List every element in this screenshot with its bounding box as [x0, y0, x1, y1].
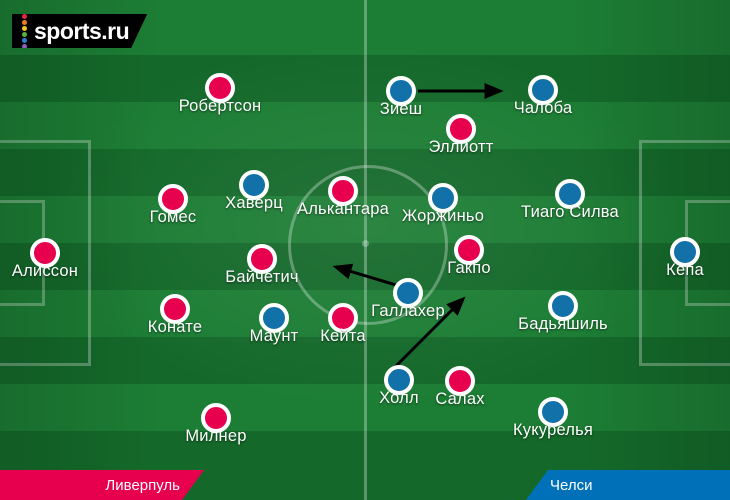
player-token[interactable]: Эллиотт	[428, 114, 493, 156]
logo-dot	[22, 32, 27, 37]
logo-dot	[22, 26, 27, 31]
player-token[interactable]: Кейта	[320, 303, 366, 345]
player-dot-home	[158, 184, 188, 214]
player-name: Хаверц	[225, 194, 283, 212]
player-token[interactable]: Гакпо	[447, 235, 491, 277]
player-token[interactable]: Конате	[148, 294, 202, 336]
player-dot-home	[446, 114, 476, 144]
pitch-stripe	[0, 384, 730, 431]
player-dot-home	[201, 403, 231, 433]
player-dot-away	[393, 278, 423, 308]
center-spot	[362, 240, 369, 247]
player-name: Гакпо	[447, 259, 491, 277]
logo-dot	[22, 38, 27, 43]
player-dot-home	[454, 235, 484, 265]
pitch-stripe	[0, 102, 730, 149]
player-token[interactable]: Салах	[435, 366, 484, 408]
player-token[interactable]: Холл	[379, 365, 419, 407]
player-dot-away	[259, 303, 289, 333]
home-team-banner: Ливерпуль	[0, 470, 204, 500]
player-token[interactable]: Хаверц	[225, 170, 283, 212]
player-dot-away	[528, 75, 558, 105]
player-token[interactable]: Робертсон	[179, 73, 261, 115]
player-name: Алькантара	[296, 200, 390, 218]
player-name: Чалоба	[513, 99, 573, 117]
player-name: Алиссон	[11, 262, 79, 280]
player-name: Кейта	[320, 327, 366, 345]
player-name: Эллиотт	[428, 138, 494, 156]
player-name: Салах	[435, 390, 485, 408]
player-dot-home	[205, 73, 235, 103]
player-name: Гомес	[149, 208, 197, 226]
player-token[interactable]: Милнер	[185, 403, 246, 445]
logo-dot	[22, 14, 27, 19]
player-name: Зиеш	[379, 100, 423, 118]
logo-wordmark: sports.ru	[34, 17, 130, 44]
player-dot-away	[538, 397, 568, 427]
player-name: Бадьяшиль	[518, 315, 608, 333]
player-token[interactable]: Маунт	[250, 303, 298, 345]
player-name: Жоржиньо	[401, 207, 485, 225]
player-dot-away	[670, 237, 700, 267]
player-dot-away	[548, 291, 578, 321]
player-dot-away	[239, 170, 269, 200]
player-token[interactable]: Бадьяшиль	[518, 291, 608, 333]
player-dot-home	[247, 244, 277, 274]
player-token[interactable]: Тиаго Силва	[521, 179, 619, 221]
player-dot-home	[30, 238, 60, 268]
player-name: Конате	[147, 318, 203, 336]
player-token[interactable]: Байчетич	[225, 244, 299, 286]
logo-dots	[22, 14, 27, 49]
player-name: Холл	[379, 389, 419, 407]
player-dot-home	[445, 366, 475, 396]
pitch-stripe	[0, 55, 730, 102]
player-dot-home	[328, 303, 358, 333]
player-name: Тиаго Силва	[521, 203, 619, 221]
player-dot-home	[160, 294, 190, 324]
player-token[interactable]: Алькантара	[297, 176, 389, 218]
sports-ru-logo[interactable]: sports.ru	[12, 14, 147, 48]
penalty-box-left	[0, 140, 91, 366]
player-name: Галлахер	[371, 302, 445, 320]
player-token[interactable]: Жоржиньо	[402, 183, 484, 225]
player-token[interactable]: Зиеш	[380, 76, 422, 118]
player-token[interactable]: Гомес	[150, 184, 196, 226]
logo-dot	[22, 20, 27, 25]
penalty-box-right	[639, 140, 730, 366]
player-token[interactable]: Кепа	[666, 237, 704, 279]
player-name: Маунт	[249, 327, 299, 345]
away-team-banner: Челси	[526, 470, 730, 500]
player-token[interactable]: Кукурелья	[513, 397, 593, 439]
center-circle	[288, 165, 448, 325]
player-name: Милнер	[185, 427, 247, 445]
player-token[interactable]: Галлахер	[371, 278, 445, 320]
player-dot-home	[328, 176, 358, 206]
player-token[interactable]: Алиссон	[12, 238, 78, 280]
player-name: Байчетич	[225, 268, 299, 286]
player-dot-away	[555, 179, 585, 209]
player-dot-away	[386, 76, 416, 106]
pitch-stripe	[0, 337, 730, 384]
player-token[interactable]: Чалоба	[514, 75, 572, 117]
logo-dot	[22, 44, 27, 49]
player-dot-away	[428, 183, 458, 213]
player-name: Кепа	[666, 261, 704, 279]
player-name: Кукурелья	[512, 421, 594, 439]
player-name: Робертсон	[178, 97, 262, 115]
player-dot-away	[384, 365, 414, 395]
away-team-label: Челси	[550, 476, 593, 494]
home-team-label: Ливерпуль	[105, 476, 180, 494]
